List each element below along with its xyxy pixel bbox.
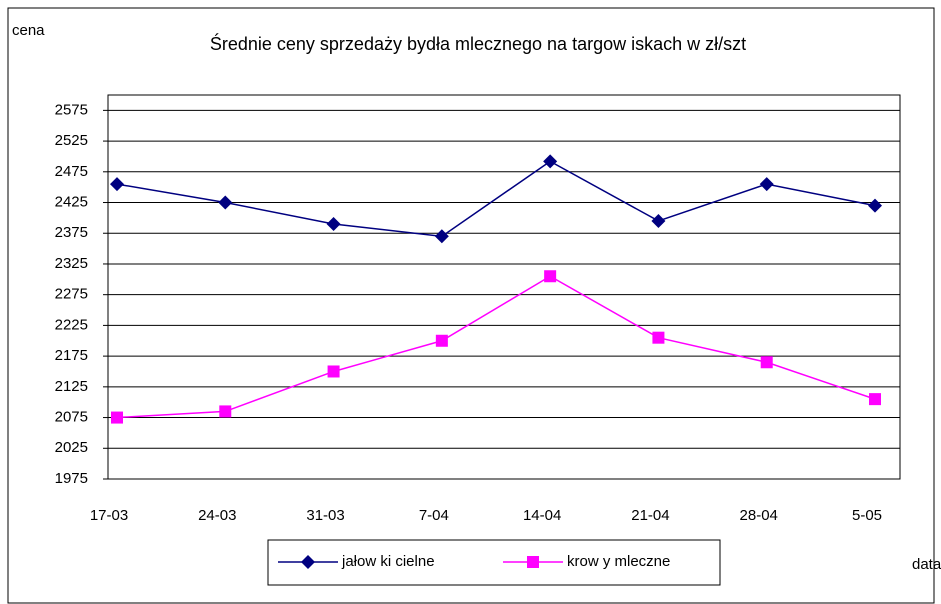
y-tick-label: 2025 [55,439,88,456]
data-point [218,195,233,210]
y-axis-label: cena [12,22,45,39]
data-point [868,198,882,213]
y-tick-label: 2575 [55,101,88,118]
x-tick-label: 28-04 [740,507,778,524]
data-point [760,356,773,369]
y-tick-label: 2075 [55,409,88,426]
legend-label: krow y mleczne [567,553,670,570]
y-tick-label: 2475 [55,163,88,180]
y-tick-label: 2225 [55,316,88,333]
data-point [869,393,881,406]
x-tick-label: 17-03 [90,507,128,524]
data-point [652,331,665,344]
data-point [543,154,558,169]
y-tick-label: 2125 [55,378,88,395]
x-tick-label: 7-04 [419,507,449,524]
legend-box [267,539,721,586]
y-tick-label: 2275 [55,286,88,303]
data-point [759,177,774,192]
x-tick-label: 14-04 [523,507,561,524]
legend-swatch-marker [527,556,539,568]
x-tick-label: 5-05 [852,507,882,524]
data-point [219,405,232,418]
data-point [110,177,124,192]
data-point [544,270,557,283]
y-tick-label: 2425 [55,193,88,210]
y-tick-label: 2325 [55,255,88,272]
data-point [327,365,340,378]
x-tick-label: 31-03 [306,507,344,524]
y-tick-label: 2375 [55,224,88,241]
chart-title: Średnie ceny sprzedaży bydła mlecznego n… [210,33,746,54]
x-tick-label: 21-04 [631,507,669,524]
data-point [326,217,341,232]
series-line [116,275,876,419]
x-tick-label: 24-03 [198,507,236,524]
data-point [434,229,449,244]
y-tick-label: 2175 [55,347,88,364]
data-point [435,334,448,347]
data-point [651,213,666,228]
y-tick-label: 1975 [55,470,88,487]
legend-label: jałow ki cielne [341,553,435,570]
data-point [111,411,123,424]
y-tick-label: 2525 [55,132,88,149]
series-line [116,160,876,238]
x-axis-label: data [912,556,941,573]
legend-swatch-marker [301,555,315,569]
chart-frame [7,7,935,604]
